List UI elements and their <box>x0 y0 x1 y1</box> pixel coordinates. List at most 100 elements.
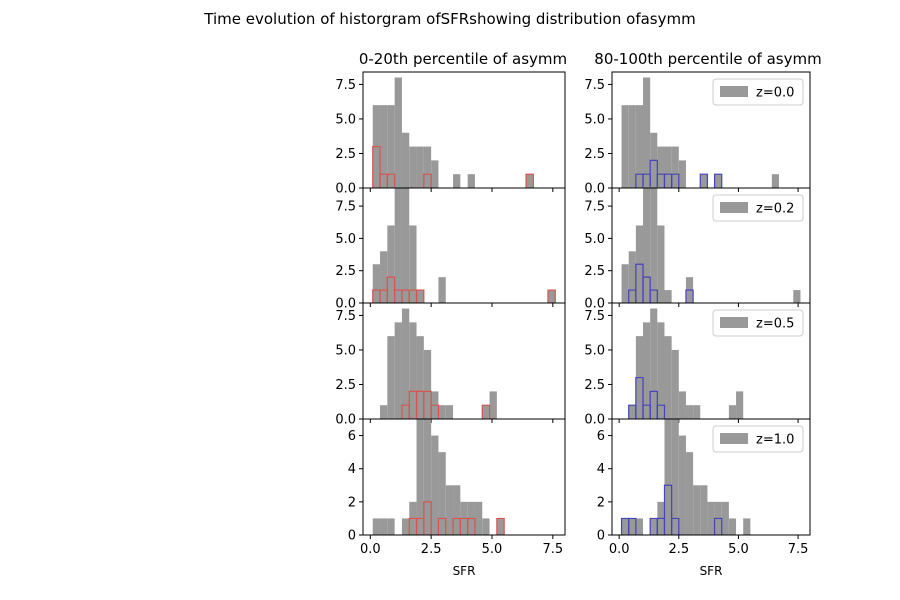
step-histogram-bin <box>656 404 666 419</box>
histogram-bar <box>728 518 737 535</box>
histogram-bar <box>438 277 446 303</box>
histogram-bar <box>409 322 417 419</box>
histogram-bar <box>453 485 461 535</box>
histogram-bar <box>664 146 672 188</box>
y-tick-label: 7.5 <box>584 309 605 324</box>
panel-high-row-3: 0 2 4 6 0.0 2.5 5.0 7.5 SFR z=1.0 <box>597 418 811 578</box>
legend-box <box>712 194 804 222</box>
histogram-bar <box>416 419 424 535</box>
histogram-bar <box>445 405 454 419</box>
histogram-bar <box>664 419 672 535</box>
y-tick-label: 7.5 <box>584 200 605 215</box>
y-tick-label: 0.0 <box>335 413 356 428</box>
step-histogram-bin <box>415 289 425 303</box>
histogram-bar <box>657 146 665 188</box>
histogram-bar <box>401 132 410 188</box>
x-tick-label: 2.5 <box>668 542 689 557</box>
histogram-bar <box>372 518 381 535</box>
histogram-bar <box>438 452 446 535</box>
y-tick-label: 2.5 <box>335 378 356 393</box>
step-histogram-bin <box>437 517 447 535</box>
legend: z=0.5 <box>712 309 804 337</box>
histogram-bar <box>707 501 715 535</box>
x-tick-label: 0.0 <box>360 542 381 557</box>
histogram-bar <box>423 349 432 419</box>
histogram-bar <box>387 336 395 419</box>
y-tick-label: 2.5 <box>584 264 605 279</box>
legend-box <box>712 78 804 106</box>
x-tick-label: 5.0 <box>728 542 749 557</box>
legend-label: z=1.0 <box>756 433 794 448</box>
histogram-bar <box>482 518 490 535</box>
histogram-bar <box>445 485 454 535</box>
y-tick-label: 2.5 <box>584 378 605 393</box>
histogram-bar <box>380 405 388 419</box>
axes-frame <box>362 418 566 536</box>
histogram-bar <box>409 225 417 303</box>
histogram-bar <box>394 77 402 188</box>
y-tick-label: 0 <box>597 529 605 544</box>
histogram-bar <box>394 322 402 419</box>
histogram-bar <box>685 405 694 419</box>
column-title-low: 0-20th percentile of asymm <box>359 50 567 68</box>
y-tick-label: 7.5 <box>335 78 356 93</box>
histogram-bar <box>650 308 658 419</box>
y-tick-label: 4 <box>597 462 605 477</box>
x-tick-label: 5.0 <box>482 542 503 557</box>
y-tick-label: 5.0 <box>584 343 605 358</box>
panel-low-row-1: 0.0 2.5 5.0 7.5 <box>335 186 566 312</box>
y-tick-label: 2.5 <box>335 264 356 279</box>
histogram-bar <box>671 349 679 419</box>
y-tick-label: 2.5 <box>335 147 356 162</box>
legend-label: z=0.0 <box>756 86 794 101</box>
histogram-bar <box>714 174 722 188</box>
histogram-bar <box>628 405 636 419</box>
histogram-bar <box>721 501 729 535</box>
histogram-bar <box>678 391 686 419</box>
legend-swatch <box>720 202 748 213</box>
histogram-bar <box>736 391 744 419</box>
histogram-bar <box>496 518 505 535</box>
y-tick-label: 5.0 <box>584 232 605 247</box>
y-tick-label: 0.0 <box>335 182 356 197</box>
step-histogram-bin <box>663 484 673 535</box>
histogram-bar <box>635 518 644 535</box>
y-tick-label: 2 <box>597 495 605 510</box>
figure-title: Time evolution of historgram ofSFRshowin… <box>203 10 695 28</box>
histogram-bar <box>621 264 629 303</box>
axes-frame <box>611 418 811 536</box>
y-tick-label: 7.5 <box>335 309 356 324</box>
panel-low-row-0: 0.0 2.5 5.0 7.5 <box>335 71 566 197</box>
histogram-bar <box>693 405 701 419</box>
y-tick-label: 0.0 <box>584 182 605 197</box>
panel-low-row-2: 0.0 2.5 5.0 7.5 <box>335 302 566 428</box>
step-histogram-bin <box>671 517 680 535</box>
histogram-bar <box>474 501 483 535</box>
legend-label: z=0.2 <box>756 202 794 217</box>
histogram-bar <box>628 518 636 535</box>
histogram-bar <box>685 452 694 535</box>
histogram-bar <box>628 251 636 303</box>
histogram-bar <box>416 336 424 419</box>
step-histogram-bin <box>635 376 644 419</box>
x-axis-label: SFR <box>453 564 476 578</box>
histogram-bar <box>387 105 395 188</box>
histogram-bar <box>416 146 424 188</box>
histogram-bar <box>635 105 644 188</box>
y-tick-label: 5.0 <box>335 112 356 127</box>
histogram-bar <box>482 405 490 419</box>
x-tick-label: 7.5 <box>542 542 563 557</box>
y-tick-label: 5.0 <box>335 232 356 247</box>
step-histogram-bin <box>467 517 476 535</box>
step-histogram-bin <box>525 173 534 188</box>
panel-high-row-0: 0.0 2.5 5.0 7.5 z=0.0 <box>584 71 811 197</box>
step-histogram-bin <box>423 501 432 535</box>
histogram-bar <box>643 77 651 188</box>
histogram-bar <box>372 264 381 303</box>
x-tick-label: 2.5 <box>421 542 442 557</box>
legend-box <box>712 425 804 453</box>
histogram-bar <box>526 174 534 188</box>
legend: z=0.2 <box>712 194 804 222</box>
histogram-bar <box>387 225 395 303</box>
step-histogram-bin <box>423 173 432 188</box>
